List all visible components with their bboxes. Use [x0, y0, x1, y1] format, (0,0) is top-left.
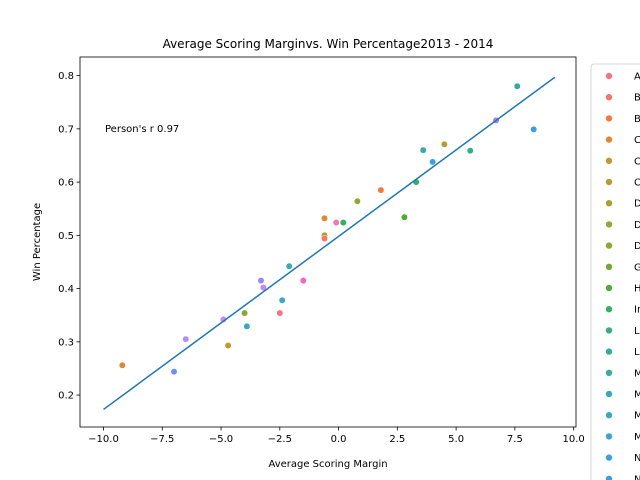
legend-label: M: [634, 411, 640, 422]
legend-marker: [605, 200, 613, 207]
y-tick-label: 0.7: [58, 124, 74, 135]
data-point: [339, 219, 347, 227]
legend-label: L: [634, 347, 640, 358]
data-point: [182, 335, 190, 343]
legend-label: In: [634, 305, 640, 316]
data-point: [321, 214, 328, 222]
data-point: [353, 197, 361, 205]
legend-label: M: [634, 368, 640, 379]
legend: ABBCCCDDDGHInLLMMMMNN: [590, 63, 640, 480]
data-point: [243, 322, 251, 330]
data-point: [299, 277, 307, 285]
x-tick-label: −5.0: [209, 434, 233, 445]
data-point: [429, 158, 437, 166]
y-tick-label: 0.8: [58, 71, 74, 82]
legend-marker: [605, 284, 613, 292]
y-tick-label: 0.6: [58, 178, 74, 189]
x-tick-label: −10.0: [88, 434, 119, 445]
x-tick-label: −2.5: [268, 434, 292, 445]
legend-label: A: [634, 72, 640, 83]
data-point: [377, 186, 385, 194]
x-axis: −10.0 −7.5 −5.0 −2.5 0.0 2.5 5.0 7.5 10.0: [88, 427, 585, 445]
legend-label: C: [634, 178, 640, 189]
legend-marker: [605, 433, 613, 440]
data-point: [278, 296, 286, 304]
legend-label: B: [634, 93, 640, 104]
legend-marker: [605, 157, 613, 164]
data-point: [400, 213, 408, 221]
legend-label: H: [634, 284, 640, 295]
legend-marker: [605, 390, 613, 398]
data-point: [466, 147, 474, 155]
legend-label: D: [634, 220, 640, 231]
data-point: [321, 235, 328, 242]
data-point: [170, 368, 178, 376]
legend-frame: [590, 63, 640, 480]
plot-area: [103, 76, 556, 411]
x-axis-label: Average Scoring Margin: [268, 459, 387, 470]
legend-marker: [605, 348, 613, 355]
legend-marker: [605, 369, 613, 376]
legend-label: N: [634, 453, 640, 464]
data-point: [241, 309, 248, 317]
legend-marker: [605, 221, 613, 228]
legend-label: C: [634, 156, 640, 167]
data-point: [276, 309, 284, 317]
data-point: [419, 146, 427, 154]
legend-label: M: [634, 432, 640, 443]
legend-label: D: [634, 199, 640, 210]
data-point: [224, 342, 232, 349]
data-point: [285, 262, 293, 270]
legend-marker: [605, 178, 613, 186]
legend-marker: [605, 306, 613, 313]
y-tick-label: 0.3: [58, 337, 74, 348]
legend-marker: [605, 327, 613, 334]
x-tick-label: 0.0: [331, 434, 347, 445]
legend-marker: [605, 454, 613, 461]
legend-label: D: [634, 241, 640, 252]
legend-marker: [605, 242, 613, 249]
data-point: [440, 140, 448, 148]
data-point: [332, 219, 340, 227]
legend-label: L: [634, 326, 640, 337]
data-point: [530, 125, 538, 133]
legend-marker: [605, 115, 613, 122]
plot-frame: [79, 56, 577, 428]
y-tick-label: 0.2: [58, 391, 74, 402]
y-tick-label: 0.4: [58, 284, 74, 295]
legend-label: M: [634, 390, 640, 401]
chart-title: Average Scoring Marginvs. Win Percentage…: [163, 37, 494, 51]
data-point: [513, 82, 521, 90]
data-point: [257, 277, 265, 285]
data-point: [118, 361, 126, 369]
correlation-annotation: Person's r 0.97: [105, 124, 179, 135]
x-tick-label: 10.0: [563, 434, 585, 445]
data-point: [259, 284, 267, 291]
y-axis: 0.2 0.3 0.4 0.5 0.6 0.7 0.8: [58, 71, 80, 402]
legend-label: G: [634, 262, 640, 273]
legend-marker: [605, 475, 613, 480]
regression-line: [103, 76, 556, 411]
legend-marker: [605, 412, 613, 419]
legend-label: B: [634, 114, 640, 125]
legend-label: C: [634, 135, 640, 146]
x-tick-label: 7.5: [507, 434, 523, 445]
legend-label: N: [634, 474, 640, 480]
x-tick-label: 5.0: [448, 434, 464, 445]
legend-marker: [605, 94, 613, 101]
legend-marker: [605, 72, 613, 80]
y-tick-label: 0.5: [58, 231, 74, 242]
y-axis-label: Win Percentage: [32, 203, 43, 281]
x-tick-label: 2.5: [389, 434, 405, 445]
legend-marker: [605, 263, 613, 270]
legend-marker: [605, 136, 613, 143]
x-tick-label: −7.5: [150, 434, 174, 445]
